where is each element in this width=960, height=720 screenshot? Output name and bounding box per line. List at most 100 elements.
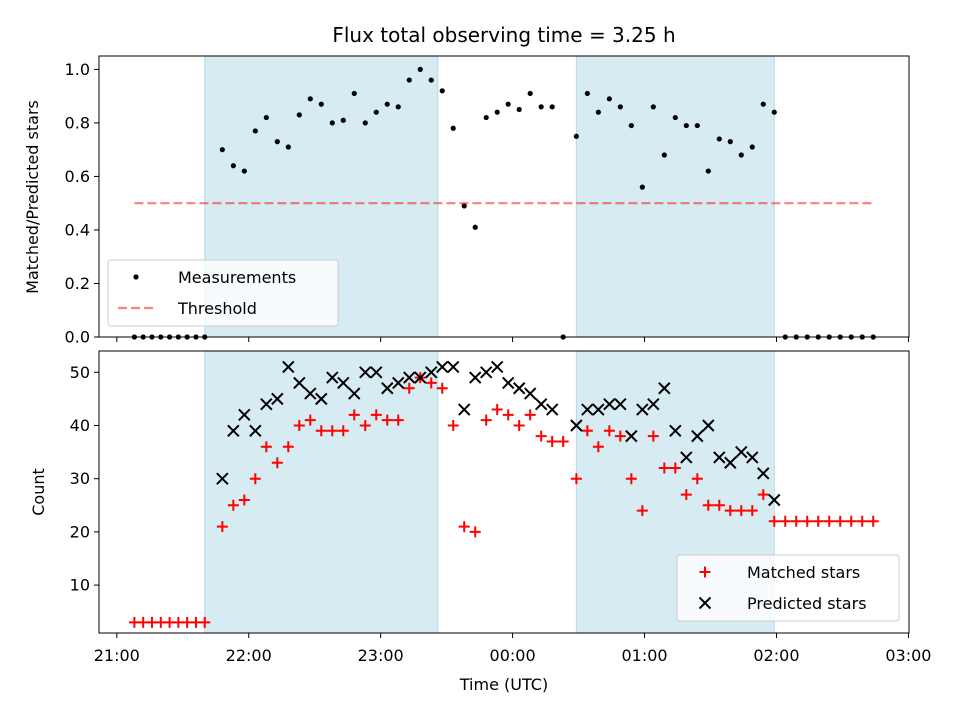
y-tick-label: 30 <box>70 469 90 488</box>
data-point <box>227 499 239 511</box>
x-tick-label: 03:00 <box>885 646 931 665</box>
data-point <box>702 419 715 432</box>
data-point <box>219 147 225 153</box>
data-point <box>691 473 703 485</box>
top-axes-frame <box>98 55 910 338</box>
data-point <box>249 424 262 438</box>
data-point <box>727 139 733 145</box>
x-axis-label: Time (UTC) <box>459 675 548 694</box>
data-point <box>573 133 579 139</box>
data-point <box>315 425 327 437</box>
data-point <box>738 152 744 158</box>
data-point <box>661 152 667 158</box>
y-tick-label: 0.0 <box>65 328 90 347</box>
data-point <box>570 473 582 485</box>
x-tick-label: 01:00 <box>621 646 667 665</box>
data-point <box>337 425 349 437</box>
top-plot-marks <box>131 66 876 340</box>
data-point <box>502 409 514 421</box>
data-point <box>318 101 324 107</box>
data-point <box>691 429 704 443</box>
data-point <box>746 505 758 517</box>
top-y-ticks: 0.0 0.2 0.4 0.6 0.8 1.0 <box>65 60 99 347</box>
data-point <box>238 494 250 506</box>
data-point <box>450 125 456 131</box>
data-point <box>252 128 258 134</box>
data-point <box>216 472 229 485</box>
data-point <box>724 505 736 517</box>
data-point <box>672 114 678 121</box>
data-point <box>524 409 536 421</box>
data-point <box>384 101 390 107</box>
data-point <box>680 489 692 501</box>
data-point <box>417 66 423 72</box>
data-point <box>271 457 283 469</box>
data-point <box>614 398 627 411</box>
data-point <box>757 467 770 480</box>
data-point <box>581 403 594 416</box>
data-point <box>724 456 737 469</box>
bottom-plot-marks <box>128 360 879 628</box>
data-point <box>856 515 868 527</box>
data-point <box>282 360 295 374</box>
data-point <box>713 451 726 464</box>
top-legend: Measurements Threshold <box>107 259 339 327</box>
legend-handle <box>133 274 139 280</box>
data-point <box>381 382 394 395</box>
bottom-shaded-intervals <box>204 350 775 634</box>
data-point <box>458 521 470 533</box>
data-point <box>414 371 427 384</box>
data-point <box>647 430 659 442</box>
data-point <box>274 139 280 145</box>
data-point <box>494 109 500 115</box>
data-point <box>370 366 383 379</box>
data-point <box>512 382 526 395</box>
legend-label: Matched stars <box>747 563 860 582</box>
x-tick-label: 02:00 <box>753 646 799 665</box>
data-point <box>403 371 416 384</box>
y-tick-label: 0.8 <box>65 113 90 132</box>
data-point <box>439 88 445 94</box>
data-point <box>296 112 302 118</box>
legend-box <box>676 554 900 622</box>
y-tick-label: 1.0 <box>65 60 90 79</box>
data-point <box>447 419 459 431</box>
data-point <box>472 224 478 230</box>
x-tick-label: 23:00 <box>358 646 404 665</box>
data-point <box>834 515 846 527</box>
data-point <box>227 424 240 438</box>
legend-handle <box>699 566 711 578</box>
data-point <box>238 408 251 422</box>
data-point <box>801 515 813 527</box>
data-point <box>790 515 802 527</box>
data-point <box>669 462 681 474</box>
series-matched-stars <box>128 372 879 628</box>
data-point <box>658 462 670 474</box>
data-point <box>307 96 313 102</box>
chart-title: Flux total observing time = 3.25 h <box>332 23 675 47</box>
data-point <box>546 435 558 447</box>
shaded-interval-0 <box>204 350 439 634</box>
data-point <box>713 499 725 511</box>
data-point <box>425 366 438 379</box>
y-tick-label: 10 <box>70 576 90 595</box>
data-point <box>513 419 525 431</box>
data-point <box>392 414 404 426</box>
data-point <box>271 392 284 406</box>
data-point <box>282 441 294 453</box>
top-y-axis-label: Matched/Predicted stars <box>23 100 42 294</box>
top-panel: 0.0 0.2 0.4 0.6 0.8 1.0 Matched/Predicted sta… <box>23 55 910 347</box>
data-point <box>304 387 317 400</box>
data-point <box>304 414 316 426</box>
data-point <box>491 404 503 416</box>
bottom-y-ticks: 10 20 30 40 50 <box>70 363 99 595</box>
data-point <box>625 429 638 443</box>
data-point <box>584 90 590 97</box>
data-point <box>458 403 471 416</box>
data-point <box>771 109 777 115</box>
data-point <box>373 109 379 115</box>
data-point <box>614 430 626 442</box>
x-tick-label: 22:00 <box>226 646 272 665</box>
bottom-x-ticks: 21:00 22:00 23:00 00:00 01:00 02:00 03:00 <box>94 633 931 665</box>
series-predicted-stars <box>216 360 781 507</box>
